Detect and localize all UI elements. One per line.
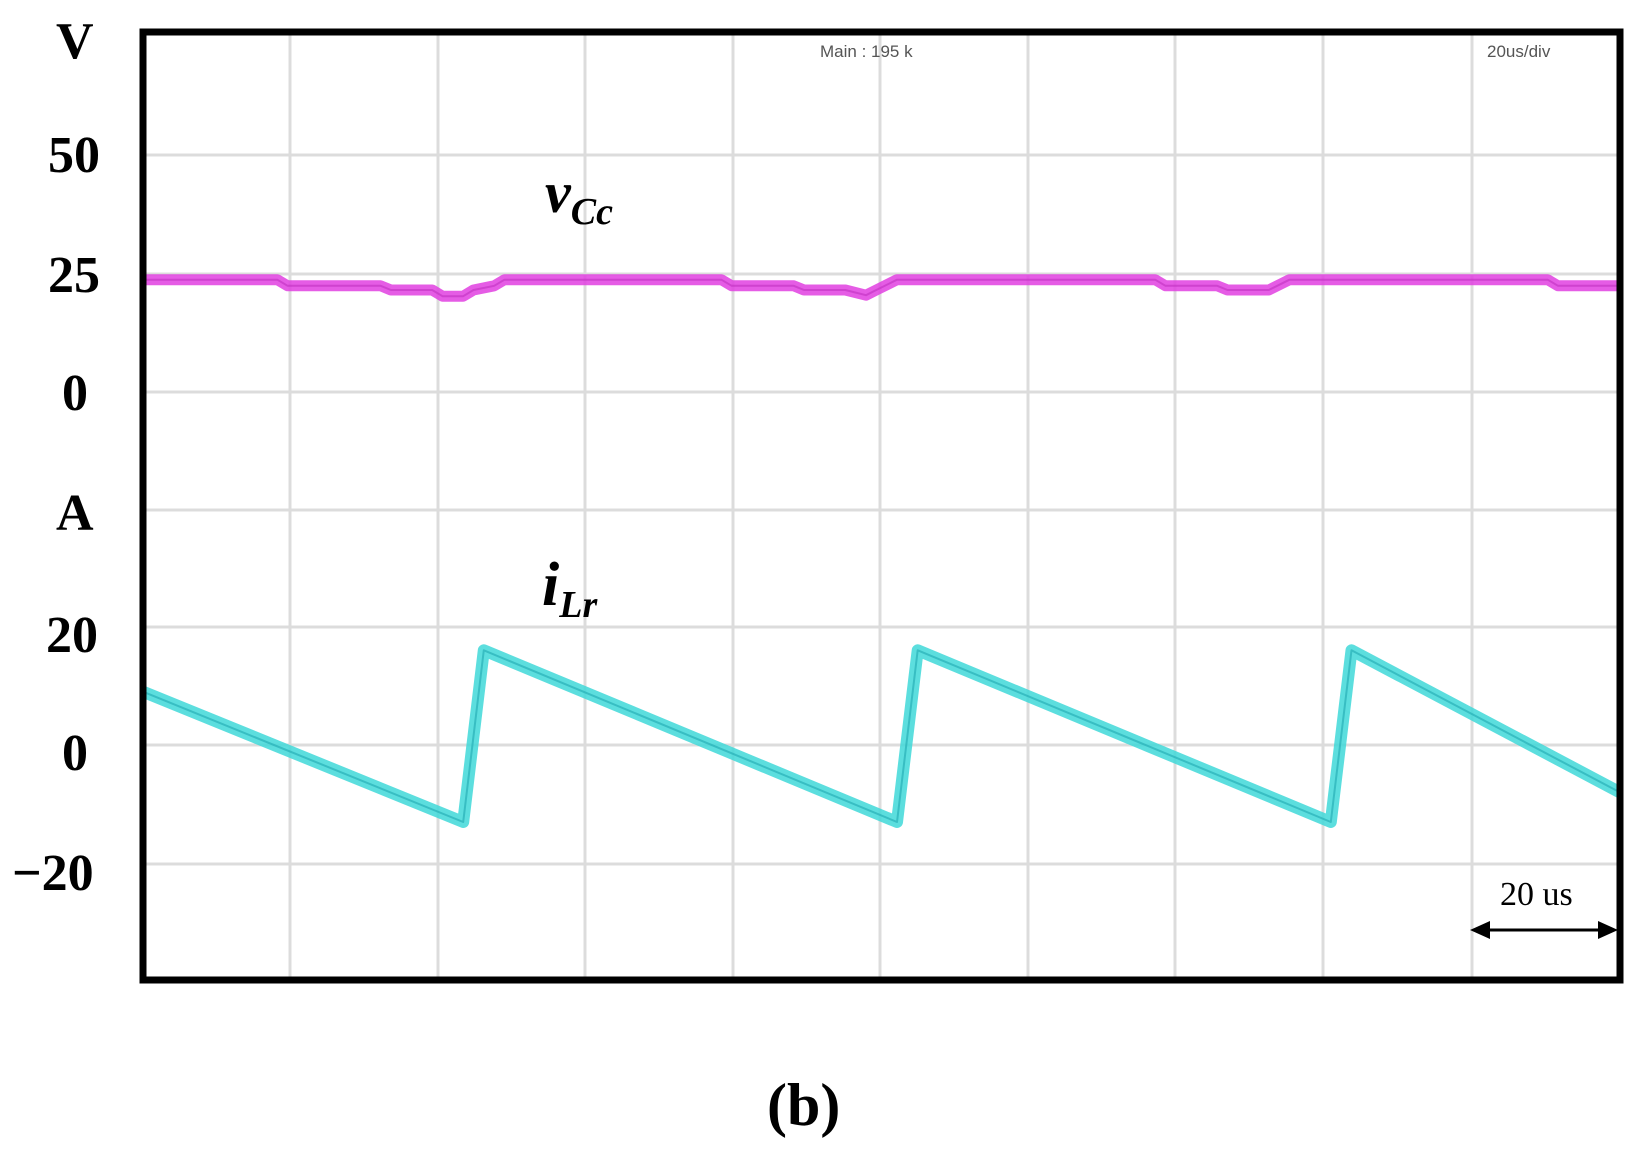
trace-layer [140, 274, 1623, 828]
voltage-tick-label: 25 [48, 247, 100, 304]
voltage-tick-label: 0 [62, 365, 88, 422]
ilr-label-sub: Lr [558, 584, 598, 626]
header-time-per-div: 20us/div [1487, 42, 1551, 61]
voltage-tick-label: 50 [48, 127, 100, 184]
panel-label: (b) [767, 1072, 840, 1138]
time-scale-label: 20 us [1500, 876, 1573, 913]
current-tick-label: 20 [46, 607, 98, 664]
ilr-trace-label: iLr [542, 551, 598, 626]
scope-grid [143, 32, 1620, 980]
vcc-trace-label: vCc [545, 160, 613, 233]
voltage-unit-label: V [56, 13, 94, 70]
ilr-label-main: i [542, 551, 559, 619]
current-tick-label: −20 [12, 845, 94, 902]
time-scale-arrow [1470, 921, 1618, 939]
vcc-label-sub: Cc [571, 191, 613, 233]
v-cc-trace-core [143, 278, 1620, 298]
header-timebase-main: Main : 195 k [820, 42, 913, 61]
vcc-label-main: v [545, 160, 572, 225]
i-lr-trace-core [142, 649, 1621, 823]
current-unit-label: A [56, 485, 94, 542]
scope-frame [139, 28, 1624, 984]
current-tick-label: 0 [62, 725, 88, 782]
